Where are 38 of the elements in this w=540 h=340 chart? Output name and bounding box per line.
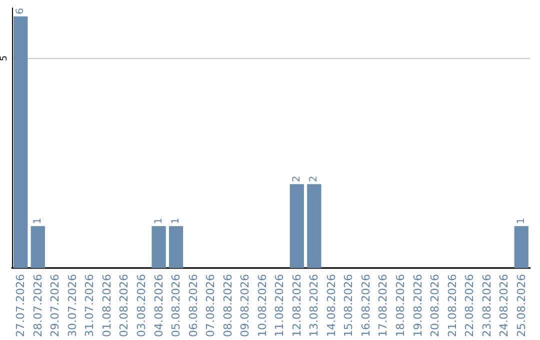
x-tick-label: 19.08.2026 bbox=[411, 274, 424, 338]
x-tick-label: 27.07.2026 bbox=[14, 274, 28, 338]
data-label: 1 bbox=[153, 218, 164, 224]
x-tick-label: 16.08.2026 bbox=[359, 274, 372, 338]
x-tick-label: 30.07.2026 bbox=[66, 274, 79, 338]
x-tick-label: 14.08.2026 bbox=[324, 274, 338, 338]
x-tick-label: 15.08.2026 bbox=[342, 274, 356, 338]
x-tick-label: 07.08.2026 bbox=[204, 274, 218, 338]
y-tick-label: 5 bbox=[0, 55, 10, 62]
data-label: 6 bbox=[15, 8, 26, 14]
x-tick-label: 24.08.2026 bbox=[498, 274, 511, 338]
x-tick-label: 10.08.2026 bbox=[256, 274, 269, 338]
data-label: 1 bbox=[170, 218, 182, 224]
x-tick-label: 22.08.2026 bbox=[463, 274, 476, 338]
x-tick-label: 02.08.2026 bbox=[118, 274, 131, 338]
x-tick-label: 12.08.2026 bbox=[290, 274, 304, 338]
x-tick-label: 05.08.2026 bbox=[170, 274, 183, 338]
x-tick-label: 18.08.2026 bbox=[394, 274, 407, 338]
data-label: 2 bbox=[308, 176, 320, 182]
x-tick-label: 03.08.2026 bbox=[135, 274, 148, 338]
data-label: 1 bbox=[32, 218, 44, 224]
x-tick-label: 09.08.2026 bbox=[238, 274, 252, 338]
x-tick-label: 01.08.2026 bbox=[100, 274, 114, 338]
x-tick-label: 29.07.2026 bbox=[48, 274, 62, 338]
data-label: 2 bbox=[291, 176, 302, 182]
x-tick-label: 04.08.2026 bbox=[152, 274, 166, 338]
x-tick-label: 17.08.2026 bbox=[376, 274, 390, 338]
x-tick-label: 21.08.2026 bbox=[446, 274, 459, 338]
x-tick-label: 20.08.2026 bbox=[428, 274, 442, 338]
data-label: 1 bbox=[516, 218, 527, 224]
x-tick-label: 28.07.2026 bbox=[31, 274, 44, 338]
x-tick-label: 11.08.2026 bbox=[273, 274, 286, 338]
x-tick-label: 23.08.2026 bbox=[480, 274, 494, 338]
x-tick-label: 31.07.2026 bbox=[83, 274, 96, 338]
x-tick-label: 08.08.2026 bbox=[221, 274, 234, 338]
x-tick-label: 06.08.2026 bbox=[186, 274, 200, 338]
x-tick-label: 13.08.2026 bbox=[308, 274, 321, 338]
x-tick-label: 25.08.2026 bbox=[514, 274, 528, 338]
